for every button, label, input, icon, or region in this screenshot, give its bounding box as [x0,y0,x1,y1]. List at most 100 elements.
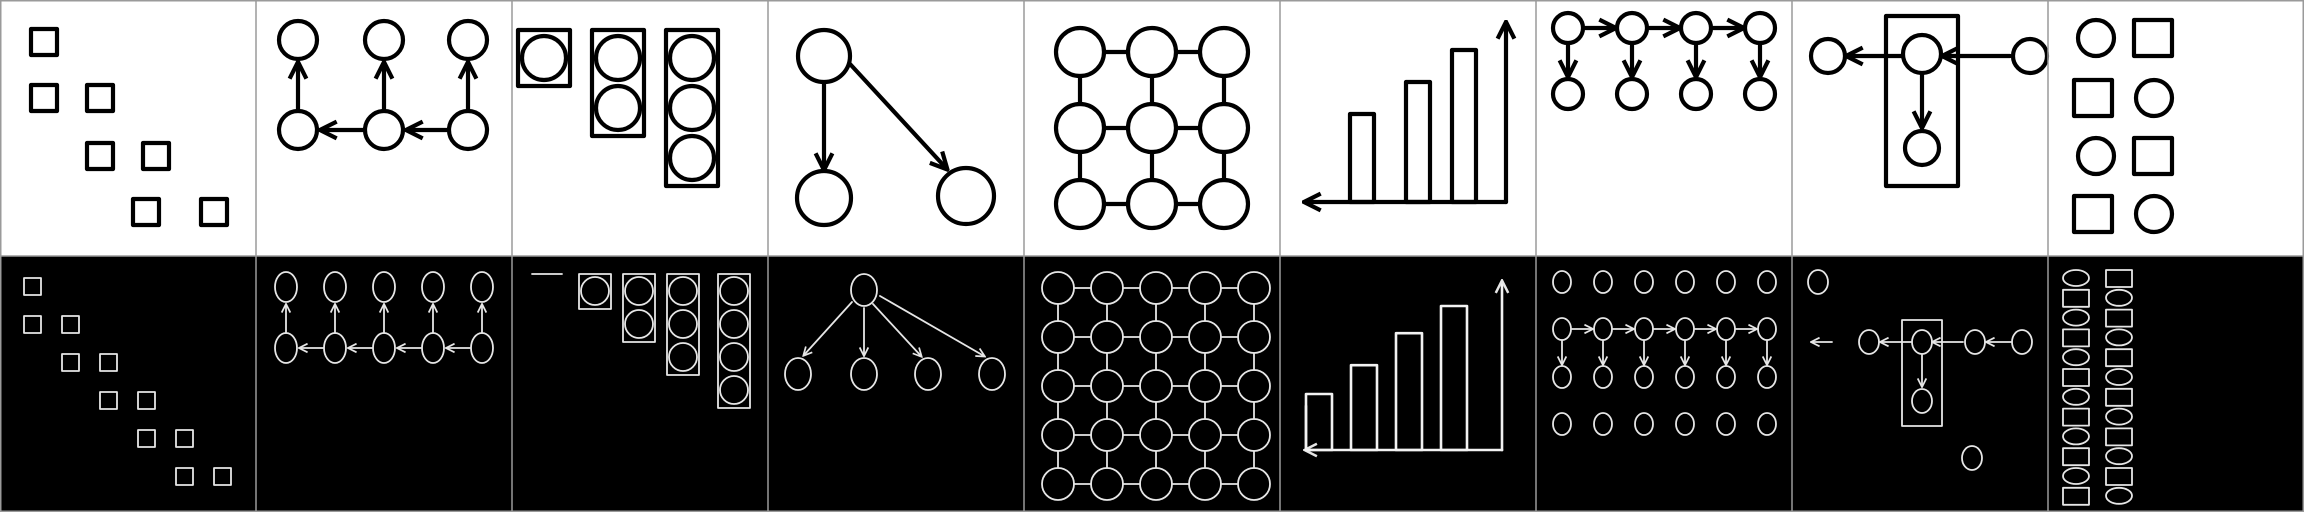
render-row-background [0,256,2304,512]
panel-6-sketch [1306,24,1506,202]
render-circle [1634,270,1654,294]
render-circle [2105,328,2133,347]
render-square [99,391,118,410]
render-bar [1349,363,1379,452]
sketch-circle [2133,77,2175,119]
sketch-stack-circle [667,83,717,133]
render-circle [1593,270,1613,294]
sketch-square [130,196,162,228]
render-bar [1394,331,1424,452]
render-side-circle [2011,329,2033,355]
render-circle [1716,270,1736,294]
render-square [137,429,156,448]
render-square [61,315,80,334]
render-circle [2062,269,2090,287]
render-circle [2062,348,2090,367]
sketch-stack-circle [667,133,717,183]
render-center-frame [1901,319,1943,427]
render-circle [2105,288,2133,307]
sketch-square [28,82,60,114]
render-square [23,315,42,334]
render-stack-circle [580,276,610,306]
render-stack-circle [719,276,749,306]
panel-2-sketch [276,18,490,152]
sketch-stack-circle [593,83,643,133]
render-circle [1634,412,1654,436]
panel-8-render [1807,269,2033,471]
panel-5-render [1041,271,1271,501]
sketch-square [198,196,230,228]
sketch-stack-frame [515,27,573,89]
sketch-square [84,140,116,172]
sketch-square [2131,135,2175,177]
render-circle [1675,270,1695,294]
render-stack-circle [624,309,654,339]
render-circle [2062,467,2090,485]
render-edge [879,295,984,356]
render-circle [2105,447,2133,466]
render-square [2062,368,2090,387]
render-square [175,429,194,448]
render-circle [2062,427,2090,446]
sketch-bar [1449,47,1479,205]
render-circle [1716,412,1736,436]
render-stack-frame [622,273,656,343]
render-circle [1593,412,1613,436]
render-square [23,277,42,296]
render-stack-circle [719,375,749,405]
sketch-stack-circle [519,33,569,83]
panel-7-render [1552,270,1777,436]
render-square [175,467,194,486]
panel-9-render [2062,269,2133,506]
render-square [2062,447,2090,467]
render-circle [1552,317,1572,341]
render-edge [872,303,921,356]
render-top-circle [323,271,347,303]
render-square [2105,308,2133,328]
sketch-side-circle [2010,36,2050,76]
render-top-circle [372,271,396,303]
sketch-square [2071,193,2115,235]
render-stack-circle [624,276,654,306]
render-child-circle [978,357,1006,391]
render-circle [2105,368,2133,386]
render-child-circle [1911,388,1933,414]
render-square [2062,288,2090,308]
render-circle [2062,308,2090,327]
panel-5-sketch [1053,25,1251,231]
render-stack-circle [668,309,698,339]
panel-7-sketch [1550,10,1778,112]
sketch-bar [1347,111,1377,205]
sketch-square [2131,17,2175,59]
sketch-circle [2075,135,2117,177]
sketch-stack-frame [589,27,647,139]
render-stack-circle [668,342,698,372]
sketch-edge [847,61,946,168]
render-square [2105,387,2133,407]
panel-2-render [274,271,494,364]
sketch-bar [1403,79,1433,205]
render-bar [1439,304,1469,452]
render-child-circle [784,357,812,391]
render-top-circle [274,271,298,303]
render-square [2105,427,2133,447]
render-stack-circle [719,309,749,339]
sketch-square [28,26,60,58]
panel-4-sketch [794,27,997,228]
render-circle [2105,486,2133,505]
render-top-circle [421,271,445,303]
sketch-top-circle [276,18,320,62]
render-child-circle [914,357,942,391]
panels [23,10,2175,506]
render-square [2062,486,2090,506]
render-square [99,353,118,372]
render-square [2105,348,2133,368]
render-circle [1552,270,1572,294]
sketch-square [84,82,116,114]
panel-3-render [531,273,751,409]
render-square [2105,269,2133,288]
sketch-top-circle [362,18,406,62]
